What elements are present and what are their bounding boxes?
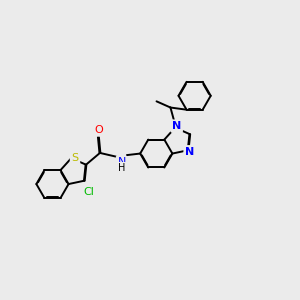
Text: N: N	[117, 157, 126, 167]
Text: N: N	[172, 121, 181, 131]
Text: N: N	[185, 147, 194, 157]
Text: S: S	[71, 153, 79, 163]
Text: O: O	[94, 125, 103, 135]
Text: H: H	[118, 164, 125, 173]
Text: Cl: Cl	[83, 187, 94, 196]
